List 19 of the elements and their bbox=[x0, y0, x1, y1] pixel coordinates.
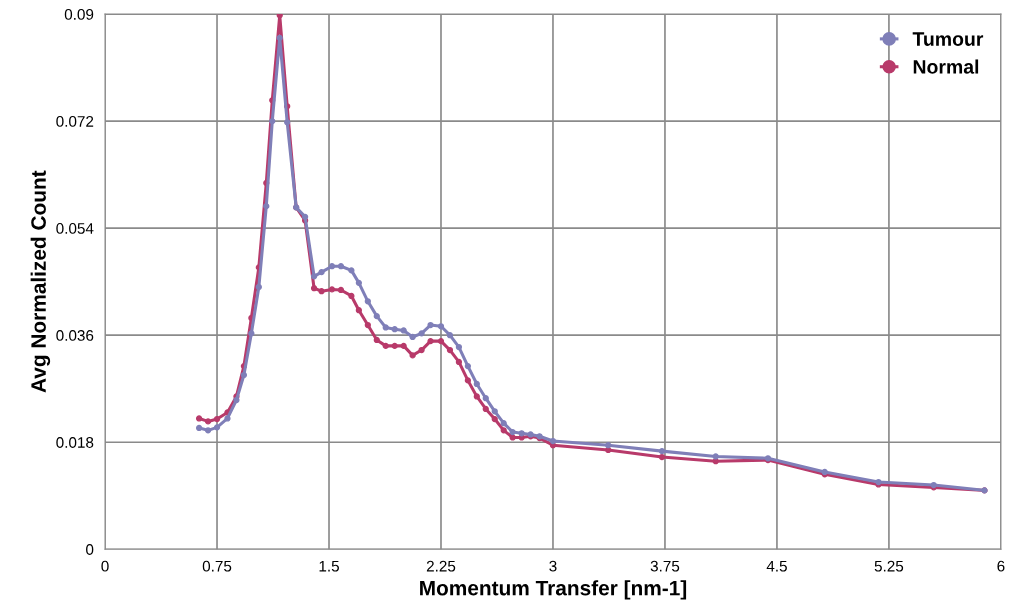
x-tick-label: 3.75 bbox=[650, 560, 680, 572]
x-tick-label: 1.5 bbox=[319, 560, 339, 572]
legend-label: Tumour bbox=[912, 32, 984, 46]
x-tick-label: 5.25 bbox=[874, 560, 904, 572]
y-tick-label: 0.09 bbox=[64, 8, 94, 20]
x-axis-title: Momentum Transfer [nm-1] bbox=[420, 580, 687, 600]
x-tick-label: 4.5 bbox=[766, 560, 787, 572]
y-tick-label: 0.018 bbox=[56, 437, 94, 448]
y-tick-label: 0.072 bbox=[56, 116, 94, 127]
x-tick-label: 6 bbox=[997, 560, 1005, 572]
x-tick-label: 2.25 bbox=[426, 560, 456, 572]
x-tick-label: 0.75 bbox=[202, 560, 232, 572]
legend-label: Normal bbox=[913, 59, 979, 74]
y-axis-title: Avg Normalized Count bbox=[30, 170, 51, 393]
y-tick-label: 0.054 bbox=[56, 223, 94, 234]
y-tick-label: 0.036 bbox=[56, 330, 94, 341]
x-tick-label: 0 bbox=[101, 560, 109, 572]
y-tick-label: 0 bbox=[86, 544, 94, 555]
x-tick-label: 3 bbox=[549, 560, 557, 572]
